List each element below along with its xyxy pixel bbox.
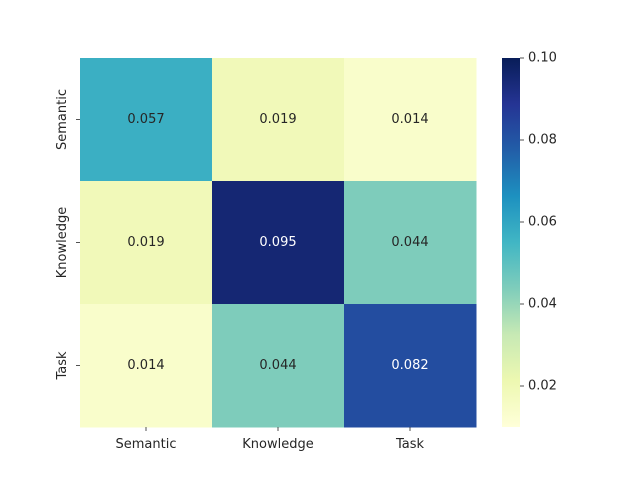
x-tick-label: Semantic [116,437,177,452]
heatmap-cell-2-1 [212,304,345,428]
cell-value-label-0-2: 0.014 [391,112,428,127]
heatmap-cell-0-1 [212,58,345,182]
cell-value-label-0-0: 0.057 [127,112,164,127]
cell-value-label-2-1: 0.044 [259,358,296,373]
colorbar-tick-label: 0.06 [528,215,557,230]
y-axis: Semantic Knowledge Task [55,89,80,381]
cell-value-label-1-2: 0.044 [391,235,428,250]
heatmap-cell-2-0 [80,304,213,428]
heatmap-cell-0-2 [344,58,477,182]
heatmap-cells [80,58,477,428]
colorbar-tick-label: 0.10 [528,51,557,66]
colorbar-gradient [502,58,520,427]
colorbar-tick-label: 0.02 [528,379,557,394]
heatmap-cell-1-1 [212,181,345,305]
heatmap-cell-1-0 [80,181,213,305]
y-tick-label: Task [55,351,70,381]
heatmap-cell-labels: 0.057 0.019 0.014 0.019 0.095 0.044 0.014 0.044… [127,112,428,373]
colorbar: 0.02 0.04 0.06 0.08 0.10 [502,51,557,427]
x-tick-label: Knowledge [242,437,313,452]
heatmap-cell-2-2 [344,304,477,428]
x-tick-label: Task [395,437,425,452]
cell-value-label-0-1: 0.019 [259,112,296,127]
cell-value-label-1-1: 0.095 [259,235,296,250]
x-axis: Semantic Knowledge Task [116,427,425,452]
colorbar-ticks: 0.02 0.04 0.06 0.08 0.10 [520,51,557,394]
cell-value-label-2-2: 0.082 [391,358,428,373]
colorbar-tick-label: 0.04 [528,297,557,312]
heatmap-cell-1-2 [344,181,477,305]
cell-value-label-2-0: 0.014 [127,358,164,373]
heatmap-cell-0-0 [80,58,213,182]
colorbar-tick-label: 0.08 [528,133,557,148]
y-tick-label: Semantic [55,89,70,150]
cell-value-label-1-0: 0.019 [127,235,164,250]
y-tick-label: Knowledge [55,207,70,278]
